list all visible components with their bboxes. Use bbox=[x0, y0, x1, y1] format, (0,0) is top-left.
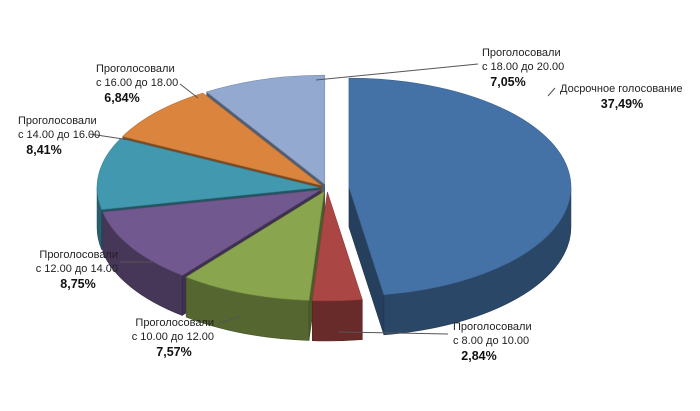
slice-label-line1-4: Проголосовали bbox=[39, 249, 118, 261]
label-leaders bbox=[89, 63, 556, 335]
slice-value-7: 7,05% bbox=[490, 75, 525, 89]
pie-tops bbox=[96, 74, 572, 302]
slice-label-line1-6: Проголосовали bbox=[96, 63, 175, 75]
slice-value-2: 2,84% bbox=[461, 349, 496, 363]
leader-line-3 bbox=[217, 315, 241, 325]
leader-line-6 bbox=[179, 83, 199, 99]
slice-label-1: Досрочное голосование bbox=[560, 83, 683, 95]
leader-line-1 bbox=[547, 87, 556, 97]
pie-slice-6 bbox=[122, 92, 322, 186]
slice-value-1: 37,49% bbox=[601, 97, 643, 111]
leader-line-2 bbox=[337, 331, 449, 335]
slice-labels: Досрочное голосование 37,49% Проголосовали… bbox=[18, 47, 683, 363]
slice-label-line2-2: с 8.00 до 10.00 bbox=[453, 335, 529, 347]
leader-line-7 bbox=[315, 63, 479, 81]
pie-slice-4 bbox=[102, 189, 321, 276]
slice-label-line2-3: с 10.00 до 12.00 bbox=[132, 331, 214, 343]
pie-slice-5 bbox=[96, 138, 320, 210]
slice-value-5: 8,41% bbox=[26, 143, 61, 157]
slice-value-3: 7,57% bbox=[156, 345, 191, 359]
slice-label-line2-6: с 16.00 до 18.00 bbox=[96, 77, 178, 89]
pie-slice-2 bbox=[311, 191, 363, 302]
slice-label-line2-4: с 12.00 до 14.00 bbox=[36, 263, 118, 275]
pie-slice-1 bbox=[348, 77, 572, 296]
slice-value-4: 8,75% bbox=[60, 277, 95, 291]
slice-label-line1-5: Проголосовали bbox=[18, 115, 97, 127]
slice-label-line2-5: с 14.00 до 16.00 bbox=[18, 129, 100, 141]
slice-value-6: 6,84% bbox=[104, 91, 139, 105]
slice-label-line2-7: с 18.00 до 20.00 bbox=[482, 61, 564, 73]
pie-slice-3 bbox=[185, 191, 325, 301]
pie-side-2 bbox=[311, 299, 363, 342]
slice-label-line1-2: Проголосовали bbox=[453, 321, 532, 333]
pie-slice-7 bbox=[206, 74, 326, 185]
leader-line-5 bbox=[89, 133, 131, 141]
slice-label-line1-7: Проголосовали bbox=[482, 47, 561, 59]
slice-label-line1-3: Проголосовали bbox=[135, 317, 214, 329]
